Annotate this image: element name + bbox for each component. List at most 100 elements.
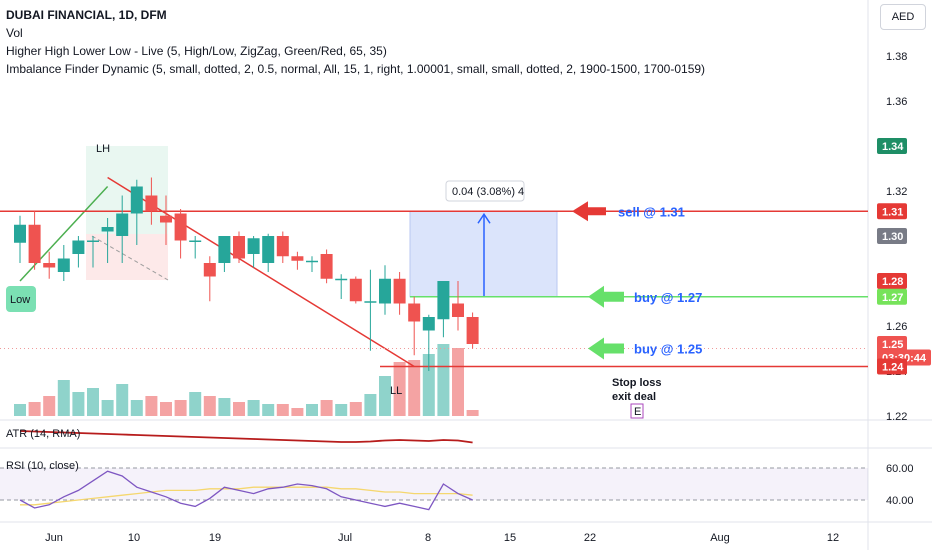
price-tag[interactable]: 1.28 [877,273,907,289]
time-tick-label[interactable]: 8 [425,532,431,544]
price-tag-box [877,203,907,220]
volume-bar [57,380,70,416]
candle-body [101,227,114,232]
candle-body [262,236,275,263]
stop-note: Stop loss [612,377,662,389]
price-tick-label[interactable]: 1.38 [886,51,907,63]
candle[interactable] [466,312,479,349]
price-tag[interactable]: 1.24 [877,358,907,375]
volume-bar [87,388,99,416]
price-tag-box [877,138,907,154]
symbol-title[interactable]: DUBAI FINANCIAL, 1D, DFM [6,8,167,22]
price-tag[interactable]: 1.27 [877,288,907,305]
time-tick-label[interactable]: 22 [584,532,596,544]
candle-body [14,224,26,243]
earnings-icon [630,403,644,419]
candle[interactable] [101,218,114,263]
candle[interactable] [28,211,41,270]
candle[interactable] [437,281,450,338]
candle[interactable] [218,236,231,272]
candle-body [174,213,187,241]
price-axis[interactable]: 1.381.361.341.321.301.281.261.241.221.34… [877,51,931,423]
rsi-tick-label: 40.00 [886,495,914,507]
time-tick-label[interactable]: 10 [128,532,140,544]
volume-bar [130,400,143,416]
candle[interactable] [335,274,348,299]
time-axis[interactable]: Jun 10 19 Jul 8 15 22 Aug 12 [45,532,839,544]
candle[interactable] [452,281,464,331]
volume-bar [262,404,275,416]
volume-bar [452,348,464,416]
low-label: Low [10,294,30,306]
candle[interactable] [393,272,406,315]
candle[interactable] [364,269,377,351]
candles[interactable] [14,177,479,372]
price-tick-label[interactable]: 1.32 [886,186,907,198]
price-tag[interactable]: 1.31 [877,203,907,220]
rsi-pane: 60.00 40.00 [0,463,914,511]
candle[interactable] [320,249,333,284]
volume-bar [422,354,435,416]
candle[interactable] [14,215,26,263]
price-tag[interactable]: 1.30 [877,228,907,244]
time-tick-label[interactable]: Jun [45,532,63,544]
vol-legend[interactable]: Vol [6,26,23,40]
candle[interactable] [174,209,187,259]
volume-bar [174,400,187,416]
price-tag-label: 1.28 [882,276,903,288]
candle[interactable] [306,256,318,272]
projection-line [91,235,169,281]
candle[interactable] [247,236,260,268]
candle[interactable] [160,195,172,246]
price-tick-label[interactable]: 1.36 [886,96,907,108]
candle-body [408,303,421,322]
price-tick-label[interactable]: 1.22 [886,411,907,423]
candle[interactable] [233,231,245,264]
candle[interactable] [72,236,85,268]
time-tick-label[interactable]: 19 [209,532,221,544]
time-tick-label[interactable]: 12 [827,532,839,544]
candle[interactable] [408,296,421,356]
volume-bar [218,398,231,416]
candle[interactable] [262,233,275,272]
candle-body [320,254,333,279]
price-tick-label[interactable]: 1.26 [886,321,907,333]
candle-body [306,260,318,263]
candle-body [203,263,216,277]
candle[interactable] [276,231,289,264]
candle[interactable] [422,314,435,371]
rsi-label[interactable]: RSI (10, close) [6,460,79,472]
candle[interactable] [57,245,70,281]
candle[interactable] [130,179,143,245]
time-tick-label[interactable]: 15 [504,532,516,544]
candle[interactable] [291,251,304,270]
candle-body [72,240,85,254]
price-tag[interactable]: 1.34 [877,138,907,154]
volume-bar [247,400,260,416]
rsi-band [0,468,868,500]
candle-body [364,301,377,303]
time-tick-label[interactable]: Jul [338,532,352,544]
candle[interactable] [189,236,202,259]
volume-bar [116,384,129,416]
candle[interactable] [379,265,391,315]
buy-arrow-icon [588,337,624,360]
candle[interactable] [203,256,216,302]
hhll-legend[interactable]: Higher High Lower Low - Live (5, High/Lo… [6,44,387,58]
time-tick-label[interactable]: Aug [710,532,730,544]
currency-selector[interactable]: AED [880,4,926,30]
candle[interactable] [349,276,362,304]
volume-bar [189,392,202,416]
candle[interactable] [87,236,99,268]
candle[interactable] [43,251,56,279]
atr-label[interactable]: ATR (14, RMA) [6,428,81,440]
measure-arrowhead [477,212,491,224]
candle[interactable] [116,195,129,264]
candle-body [130,186,143,214]
volume-bar [43,396,56,416]
candle-body [422,317,435,331]
candle[interactable] [145,177,158,225]
imbalance-legend[interactable]: Imbalance Finder Dynamic (5, small, dott… [6,62,706,76]
price-tag[interactable]: 1.25 [877,336,907,352]
